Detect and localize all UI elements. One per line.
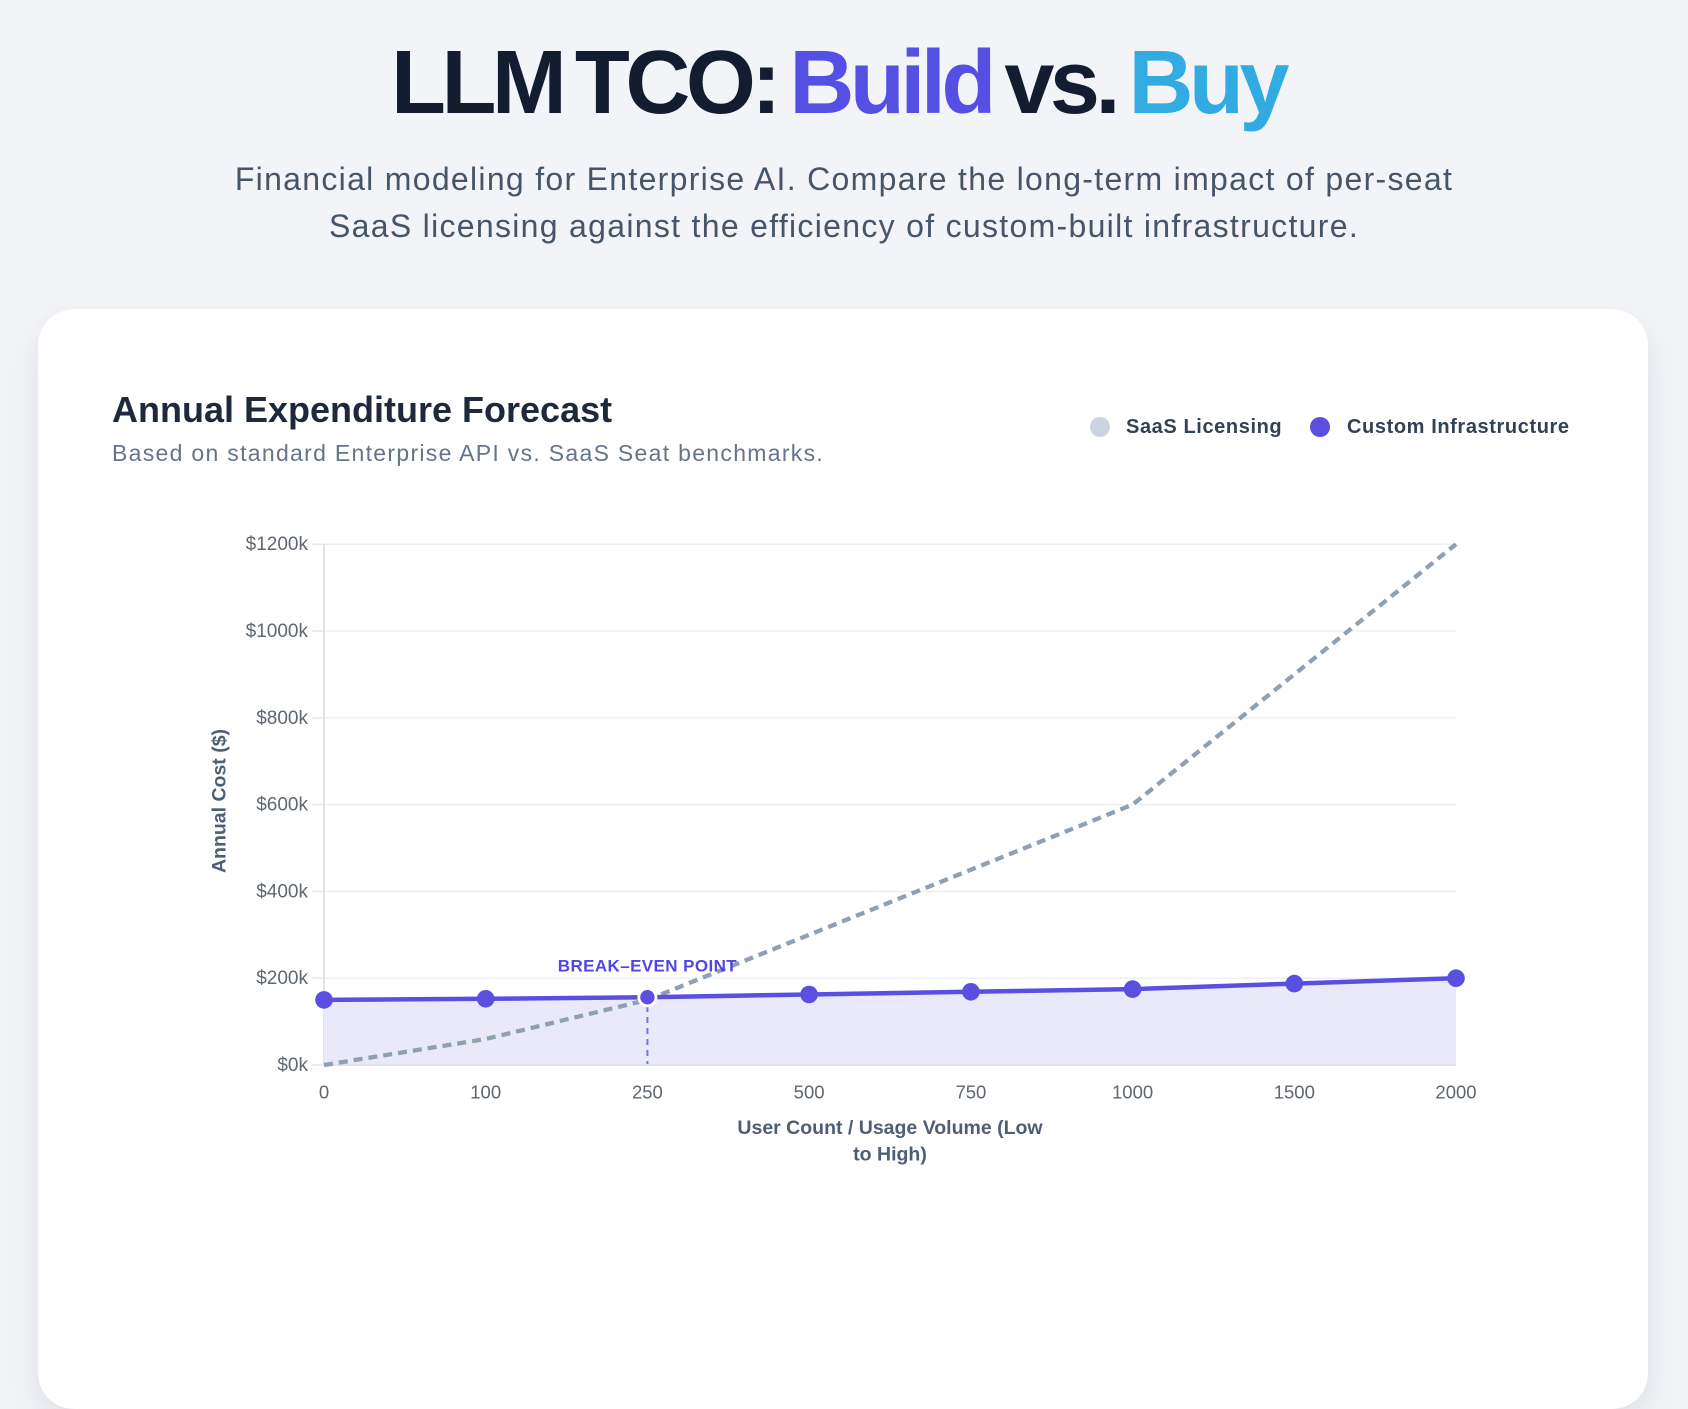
svg-text:100: 100 [470, 1082, 501, 1103]
svg-text:$1000k: $1000k [246, 621, 309, 642]
svg-text:$600k: $600k [256, 795, 308, 816]
svg-text:$400k: $400k [256, 881, 308, 902]
svg-text:1000: 1000 [1112, 1082, 1153, 1103]
svg-text:User Count / Usage Volume (Low: User Count / Usage Volume (Low [737, 1117, 1043, 1139]
svg-text:750: 750 [955, 1082, 986, 1103]
svg-text:$800k: $800k [256, 708, 308, 729]
svg-text:1500: 1500 [1274, 1082, 1315, 1103]
svg-text:to High): to High) [853, 1143, 927, 1165]
svg-text:Annual Cost ($): Annual Cost ($) [209, 729, 231, 873]
svg-text:$200k: $200k [256, 968, 308, 989]
svg-text:$0k: $0k [277, 1055, 308, 1076]
svg-text:500: 500 [794, 1082, 825, 1103]
svg-text:$1200k: $1200k [246, 534, 309, 555]
svg-text:250: 250 [632, 1082, 663, 1103]
svg-text:BREAK–EVEN POINT: BREAK–EVEN POINT [558, 957, 737, 976]
svg-text:2000: 2000 [1435, 1082, 1476, 1103]
svg-text:0: 0 [319, 1082, 329, 1103]
